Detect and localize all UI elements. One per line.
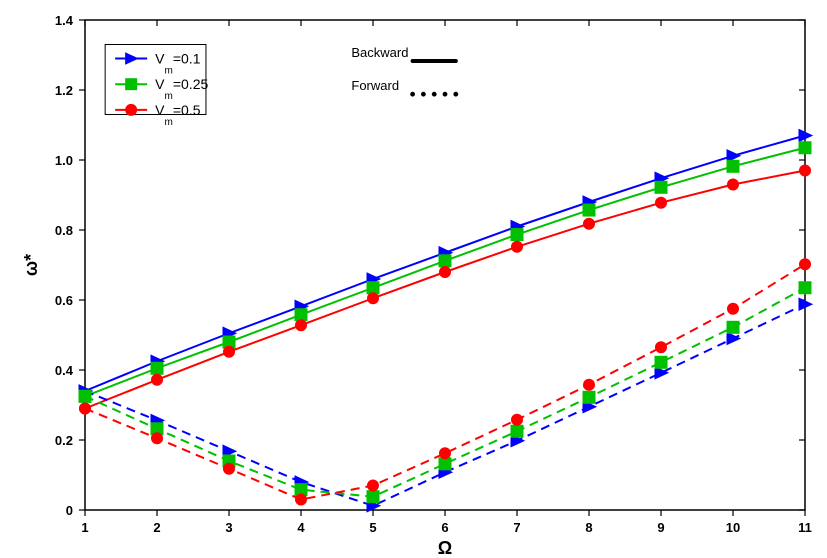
marker-square	[367, 491, 379, 503]
ytick-label: 0	[66, 503, 73, 518]
marker-circle	[224, 463, 235, 474]
ytick-label: 1.0	[55, 153, 73, 168]
xtick-label: 4	[297, 520, 305, 535]
marker-square	[727, 321, 739, 333]
marker-circle	[584, 218, 595, 229]
ytick-label: 0.8	[55, 223, 73, 238]
annotation-dot	[421, 92, 426, 97]
xtick-label: 7	[513, 520, 520, 535]
marker-square	[367, 282, 379, 294]
marker-circle	[728, 303, 739, 314]
marker-square	[655, 356, 667, 368]
ytick-label: 1.2	[55, 83, 73, 98]
series	[79, 298, 812, 512]
xtick-label: 10	[726, 520, 740, 535]
xtick-label: 5	[369, 520, 376, 535]
ytick-label: 1.4	[55, 13, 74, 28]
marker-circle	[152, 374, 163, 385]
ytick-label: 0.6	[55, 293, 73, 308]
marker-square	[655, 181, 667, 193]
annotation-label: Backward	[351, 45, 408, 60]
xtick-label: 9	[657, 520, 664, 535]
xtick-label: 3	[225, 520, 232, 535]
marker-square	[151, 362, 163, 374]
marker-circle	[800, 259, 811, 270]
marker-circle	[80, 403, 91, 414]
annotation-dot	[453, 92, 458, 97]
series	[79, 282, 811, 503]
xtick-label: 6	[441, 520, 448, 535]
marker-square	[511, 229, 523, 241]
marker-circle	[368, 293, 379, 304]
legend: Vm=0.1Vm=0.25Vm=0.5	[105, 45, 208, 128]
annotation-dot	[443, 92, 448, 97]
marker-circle	[440, 267, 451, 278]
marker-square	[583, 204, 595, 216]
marker-square	[511, 425, 523, 437]
annotation-dot	[432, 92, 437, 97]
marker-circle	[728, 179, 739, 190]
marker-circle	[512, 241, 523, 252]
marker-circle	[800, 165, 811, 176]
marker-triangle-right	[727, 333, 740, 345]
series-line	[85, 171, 805, 409]
y-axis-label: ω*	[21, 254, 41, 276]
marker-circle	[440, 448, 451, 459]
marker-square	[295, 309, 307, 321]
xtick-label: 11	[798, 520, 812, 535]
marker-square	[439, 458, 451, 470]
ytick-label: 0.2	[55, 433, 73, 448]
marker-square	[126, 79, 137, 90]
marker-circle	[296, 494, 307, 505]
xtick-label: 1	[81, 520, 88, 535]
marker-square	[439, 255, 451, 267]
marker-circle	[584, 379, 595, 390]
marker-square	[727, 160, 739, 172]
annotation-label: Forward	[351, 78, 399, 93]
marker-circle	[152, 433, 163, 444]
x-axis-label: Ω	[438, 538, 452, 558]
marker-square	[799, 282, 811, 294]
marker-square	[79, 390, 91, 402]
marker-circle	[512, 414, 523, 425]
annotation-dot	[410, 92, 415, 97]
series	[80, 165, 811, 414]
marker-circle	[296, 320, 307, 331]
marker-circle	[126, 104, 137, 115]
marker-square	[583, 391, 595, 403]
marker-circle	[656, 342, 667, 353]
marker-circle	[224, 346, 235, 357]
marker-circle	[368, 480, 379, 491]
legend-label: Vm=0.5	[155, 102, 201, 128]
marker-circle	[656, 197, 667, 208]
ytick-label: 0.4	[55, 363, 74, 378]
marker-square	[799, 142, 811, 154]
xtick-label: 2	[153, 520, 160, 535]
chart-svg: 1 2 3 4 5 6 7 8 9 10 11 0 0.2 0.4 0.6 0.8 1.0 1.2 1.4 Ωω* Vm…	[0, 0, 827, 558]
xtick-label: 8	[585, 520, 592, 535]
